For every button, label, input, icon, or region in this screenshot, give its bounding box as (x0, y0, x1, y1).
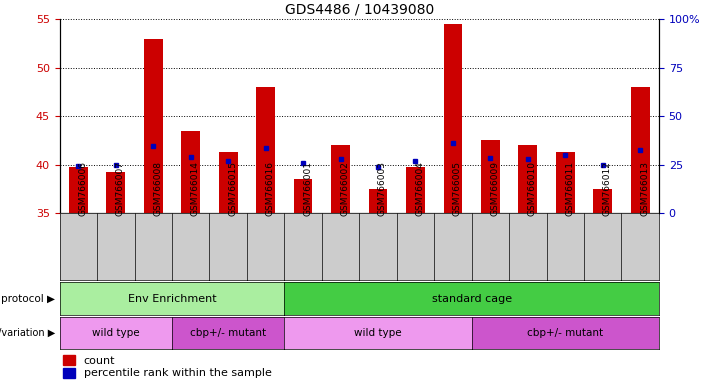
Text: GSM766011: GSM766011 (565, 162, 574, 217)
Text: percentile rank within the sample: percentile rank within the sample (83, 368, 271, 378)
Text: Env Enrichment: Env Enrichment (128, 293, 217, 304)
Bar (257, 87, 275, 213)
Text: GSM766004: GSM766004 (416, 162, 424, 217)
Text: standard cage: standard cage (432, 293, 512, 304)
Text: GSM766016: GSM766016 (266, 162, 275, 217)
Bar (593, 189, 612, 213)
Text: GSM766005: GSM766005 (453, 162, 462, 217)
Bar (219, 152, 238, 213)
Bar (481, 141, 500, 213)
Bar (631, 87, 650, 213)
Text: GSM766015: GSM766015 (228, 162, 237, 217)
Text: genotype/variation ▶: genotype/variation ▶ (0, 328, 55, 338)
Text: GSM766012: GSM766012 (603, 162, 612, 217)
Text: GSM766001: GSM766001 (303, 162, 312, 217)
Text: GSM766013: GSM766013 (640, 162, 649, 217)
Text: GSM766007: GSM766007 (116, 162, 125, 217)
Text: GSM766006: GSM766006 (79, 162, 88, 217)
Bar (69, 167, 88, 213)
Text: protocol ▶: protocol ▶ (1, 293, 55, 304)
Text: cbp+/- mutant: cbp+/- mutant (527, 328, 604, 338)
Text: GSM766008: GSM766008 (154, 162, 162, 217)
Bar (144, 39, 163, 213)
Text: wild type: wild type (354, 328, 402, 338)
Text: count: count (83, 356, 115, 366)
Bar (369, 189, 388, 213)
Text: GSM766009: GSM766009 (491, 162, 499, 217)
Bar (556, 152, 575, 213)
Bar (62, 355, 74, 366)
Bar (519, 145, 537, 213)
Bar (331, 145, 350, 213)
Text: GSM766010: GSM766010 (528, 162, 537, 217)
Title: GDS4486 / 10439080: GDS4486 / 10439080 (285, 3, 434, 17)
Bar (406, 167, 425, 213)
Bar (294, 179, 313, 213)
Bar (444, 24, 462, 213)
Bar (62, 368, 74, 378)
Text: GSM766002: GSM766002 (341, 162, 350, 217)
Text: wild type: wild type (92, 328, 139, 338)
Bar (182, 131, 200, 213)
Bar (107, 172, 125, 213)
Text: cbp+/- mutant: cbp+/- mutant (190, 328, 266, 338)
Text: GSM766014: GSM766014 (191, 162, 200, 217)
Text: GSM766003: GSM766003 (378, 162, 387, 217)
